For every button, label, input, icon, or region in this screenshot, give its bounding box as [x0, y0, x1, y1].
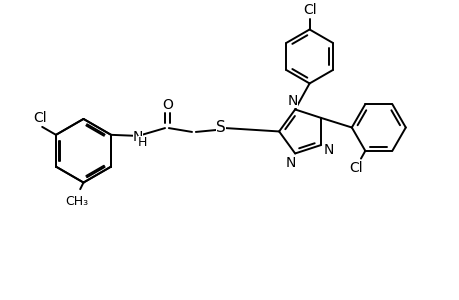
Text: N: N [133, 130, 143, 144]
Text: N: N [286, 94, 297, 108]
Text: N: N [285, 156, 296, 170]
Text: N: N [323, 143, 333, 157]
Text: O: O [162, 98, 173, 112]
Text: Cl: Cl [348, 161, 362, 175]
Text: CH₃: CH₃ [65, 195, 88, 208]
Text: H: H [138, 136, 147, 149]
Text: Cl: Cl [34, 111, 47, 125]
Text: Cl: Cl [302, 3, 316, 17]
Text: S: S [216, 120, 225, 135]
